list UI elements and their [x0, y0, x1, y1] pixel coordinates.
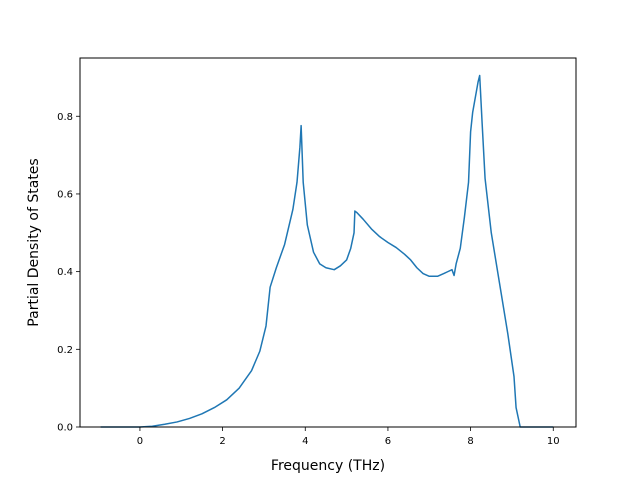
- x-axis-label: Frequency (THz): [271, 458, 385, 474]
- y-axis-label: Partial Density of States: [26, 158, 42, 326]
- x-tick-label: 8: [467, 436, 473, 447]
- y-tick-label: 0.6: [57, 189, 73, 200]
- y-tick-label: 0.0: [57, 423, 73, 434]
- y-axis-ticks: 0.0 0.2 0.4 0.6 0.8: [57, 112, 80, 434]
- plot-area: [100, 74, 554, 428]
- axes-frame: [79, 57, 577, 428]
- x-tick-label: 4: [302, 436, 308, 447]
- y-tick-label: 0.2: [57, 345, 73, 356]
- y-tick-label: 0.4: [57, 267, 73, 278]
- x-axis-ticks: 0 2 4 6 8 10: [137, 427, 560, 447]
- x-tick-label: 0: [137, 436, 143, 447]
- x-tick-label: 10: [547, 436, 560, 447]
- x-tick-label: 6: [385, 436, 391, 447]
- x-tick-label: 2: [219, 436, 225, 447]
- y-tick-label: 0.8: [57, 112, 73, 123]
- series-line-0: [100, 74, 554, 428]
